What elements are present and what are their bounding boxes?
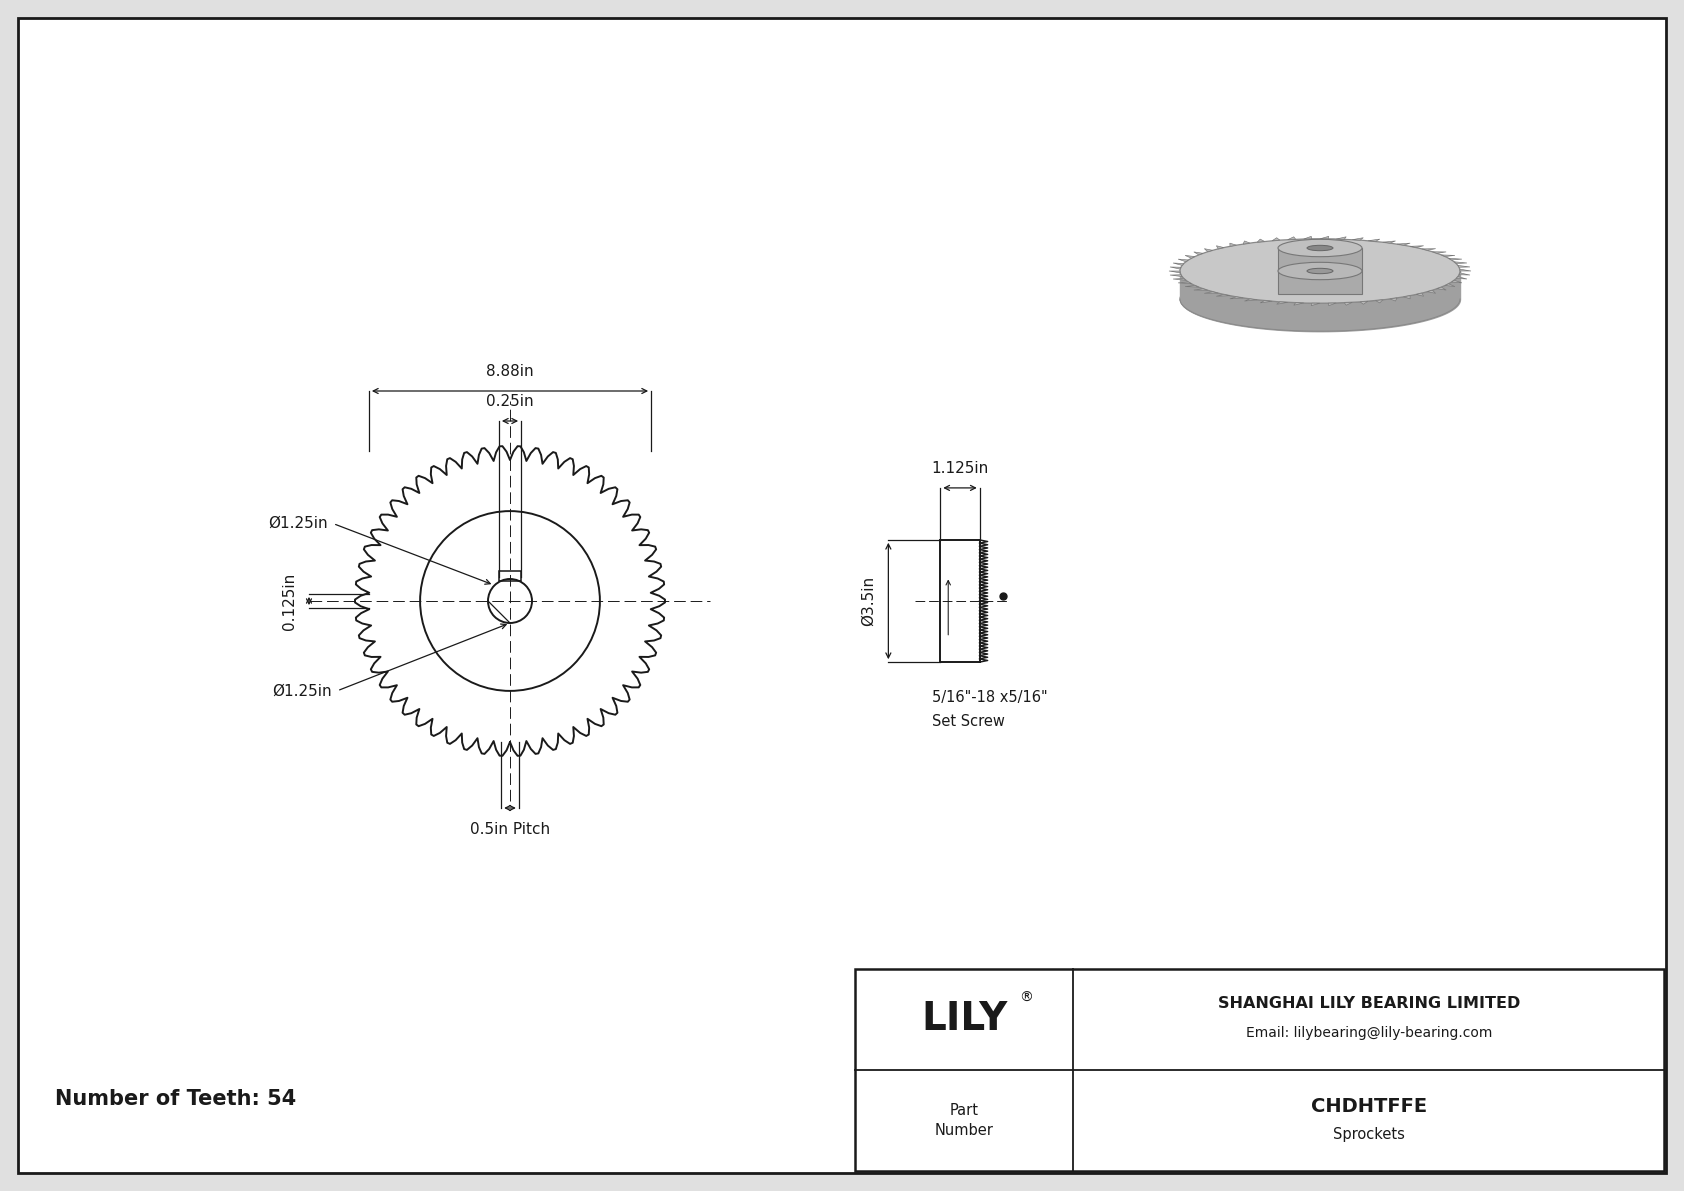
Text: Email: lilybearing@lily-bearing.com: Email: lilybearing@lily-bearing.com xyxy=(1246,1027,1492,1041)
Polygon shape xyxy=(1436,287,1447,291)
Text: 5/16"-18 x5/16": 5/16"-18 x5/16" xyxy=(933,690,1047,705)
Text: SHANGHAI LILY BEARING LIMITED: SHANGHAI LILY BEARING LIMITED xyxy=(1218,996,1521,1011)
Polygon shape xyxy=(1179,282,1192,283)
Polygon shape xyxy=(1169,272,1180,273)
Text: LILY: LILY xyxy=(921,1000,1007,1039)
Bar xyxy=(1278,248,1362,294)
Ellipse shape xyxy=(1180,239,1460,304)
Polygon shape xyxy=(1458,266,1470,267)
Text: Part
Number: Part Number xyxy=(935,1103,994,1137)
Polygon shape xyxy=(1421,249,1436,250)
Polygon shape xyxy=(1194,252,1202,255)
Polygon shape xyxy=(1229,243,1236,247)
Polygon shape xyxy=(1174,263,1184,266)
Polygon shape xyxy=(1204,249,1212,251)
Polygon shape xyxy=(1389,298,1398,301)
Polygon shape xyxy=(1276,301,1288,304)
Polygon shape xyxy=(1361,301,1367,304)
Polygon shape xyxy=(1367,239,1379,242)
Polygon shape xyxy=(1376,300,1383,303)
Polygon shape xyxy=(1312,304,1320,306)
Polygon shape xyxy=(1460,269,1472,272)
Text: 8.88in: 8.88in xyxy=(487,364,534,379)
Polygon shape xyxy=(1244,299,1258,301)
Text: CHDHTFFE: CHDHTFFE xyxy=(1310,1097,1426,1116)
Polygon shape xyxy=(1398,243,1410,245)
Polygon shape xyxy=(1458,273,1470,275)
Polygon shape xyxy=(1320,236,1329,239)
Polygon shape xyxy=(1271,238,1280,241)
Bar xyxy=(940,540,980,662)
Text: 0.5in Pitch: 0.5in Pitch xyxy=(470,822,551,837)
Polygon shape xyxy=(1194,288,1207,291)
Ellipse shape xyxy=(1307,245,1334,250)
Ellipse shape xyxy=(1278,239,1362,257)
Ellipse shape xyxy=(1180,267,1460,331)
Polygon shape xyxy=(1448,258,1462,260)
Polygon shape xyxy=(1186,255,1196,258)
Bar xyxy=(498,570,520,581)
Polygon shape xyxy=(1204,292,1218,293)
Polygon shape xyxy=(1243,241,1250,244)
Text: ®: ® xyxy=(1019,991,1034,1004)
Polygon shape xyxy=(1293,303,1303,305)
Polygon shape xyxy=(1344,303,1352,305)
Text: 0.25in: 0.25in xyxy=(487,394,534,409)
Ellipse shape xyxy=(1278,262,1362,280)
Text: Ø3.5in: Ø3.5in xyxy=(861,576,876,626)
Text: 0.125in: 0.125in xyxy=(281,573,296,630)
Polygon shape xyxy=(1288,237,1295,239)
Polygon shape xyxy=(1452,280,1462,283)
Polygon shape xyxy=(1229,297,1243,299)
Polygon shape xyxy=(1416,293,1423,297)
Text: 1.125in: 1.125in xyxy=(931,461,989,476)
Polygon shape xyxy=(1216,245,1224,249)
Polygon shape xyxy=(1179,260,1189,262)
Polygon shape xyxy=(1453,262,1467,263)
Text: Set Screw: Set Screw xyxy=(933,715,1005,729)
Text: Ø1.25in: Ø1.25in xyxy=(268,516,328,531)
Polygon shape xyxy=(1174,279,1186,280)
Polygon shape xyxy=(1258,239,1265,242)
Polygon shape xyxy=(1170,275,1182,276)
Polygon shape xyxy=(1403,295,1410,299)
Polygon shape xyxy=(1186,286,1199,287)
Bar xyxy=(855,969,1664,1171)
Polygon shape xyxy=(1383,241,1396,243)
Text: Number of Teeth: 54: Number of Teeth: 54 xyxy=(56,1089,296,1109)
Polygon shape xyxy=(1428,291,1436,293)
Polygon shape xyxy=(1410,245,1423,248)
Polygon shape xyxy=(1445,283,1455,287)
Polygon shape xyxy=(1216,294,1229,297)
Polygon shape xyxy=(1433,251,1447,254)
Ellipse shape xyxy=(1307,268,1334,274)
Polygon shape xyxy=(1329,303,1335,306)
Polygon shape xyxy=(1170,267,1180,269)
Polygon shape xyxy=(1335,237,1346,239)
Polygon shape xyxy=(1352,238,1364,241)
Text: Sprockets: Sprockets xyxy=(1332,1127,1404,1142)
Text: Ø1.25in: Ø1.25in xyxy=(273,684,332,698)
Polygon shape xyxy=(1260,300,1271,303)
Polygon shape xyxy=(1442,255,1455,256)
Polygon shape xyxy=(1457,276,1467,279)
Polygon shape xyxy=(1303,236,1312,239)
